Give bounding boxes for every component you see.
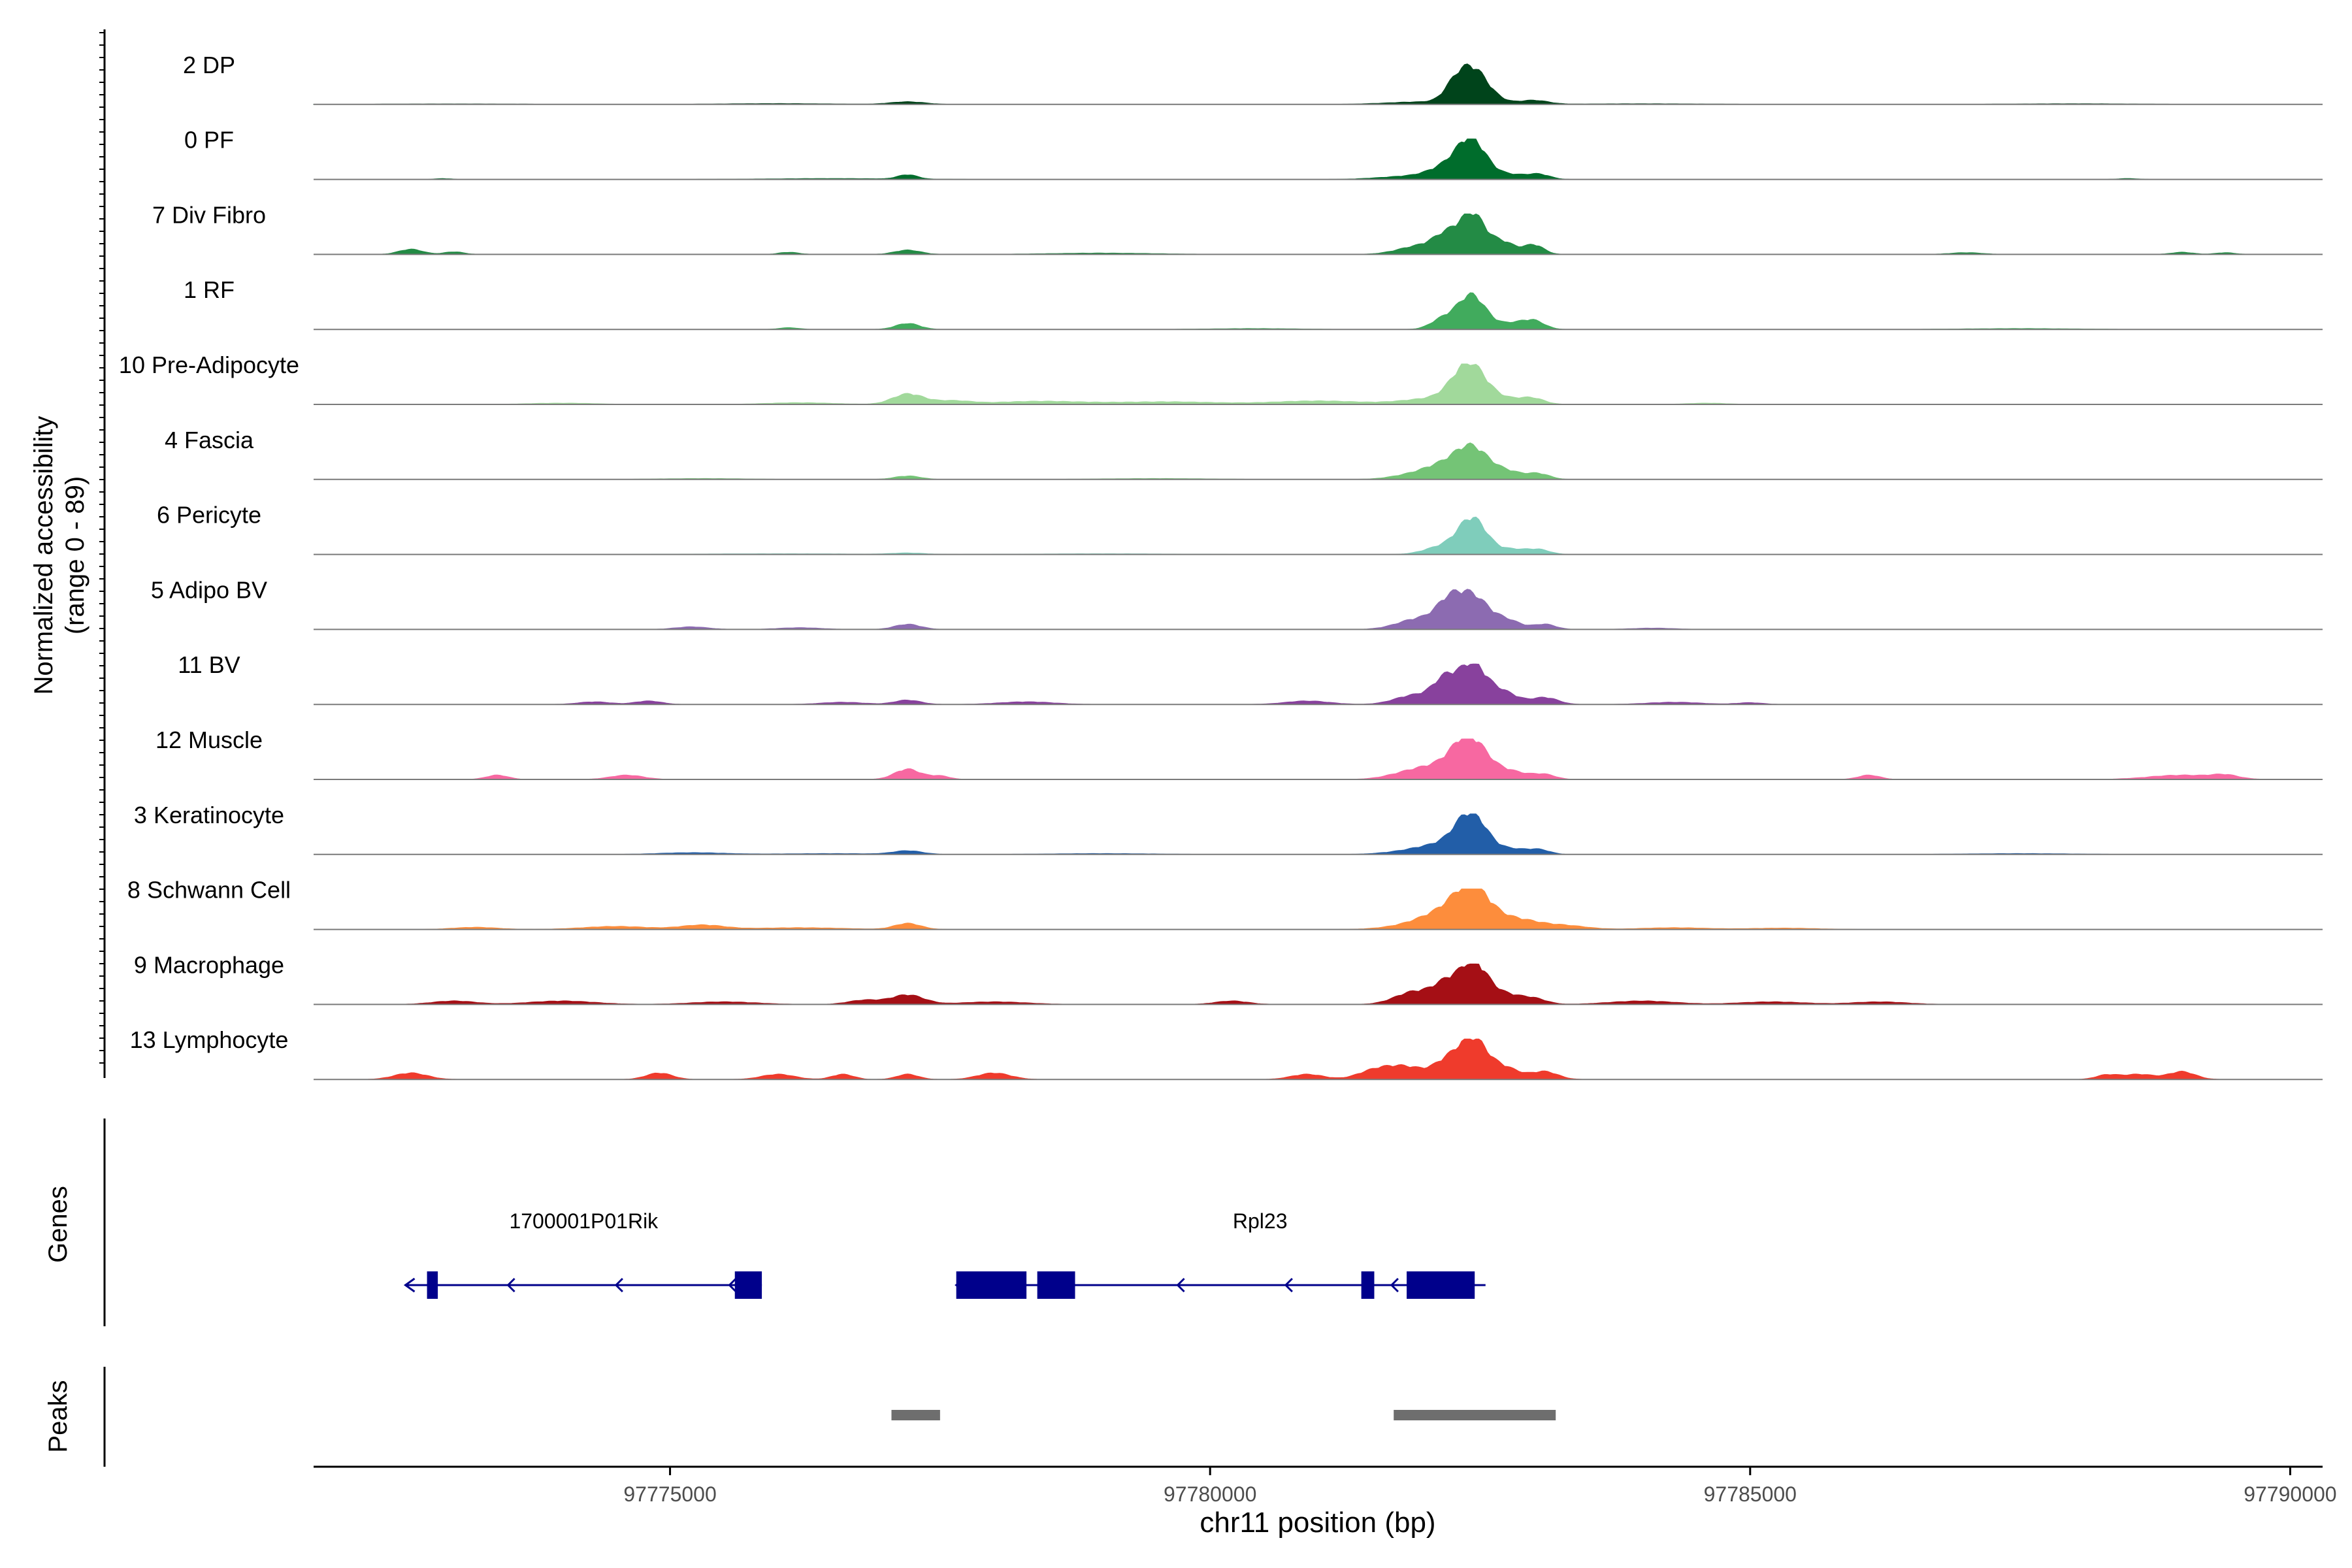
track-12-muscle: 12 Muscle bbox=[155, 727, 2323, 780]
track-label: 5 Adipo BV bbox=[151, 576, 267, 603]
track-label: 6 Pericyte bbox=[157, 502, 261, 529]
x-tick-label: 97790000 bbox=[2244, 1482, 2336, 1506]
coverage-y-ticks bbox=[99, 32, 105, 1064]
track-8-schwann-cell: 8 Schwann Cell bbox=[127, 877, 2323, 930]
genes-track: 1700001P01Rik Rpl23 bbox=[403, 1209, 1486, 1299]
exon bbox=[427, 1271, 438, 1299]
track-label: 9 Macrophage bbox=[134, 951, 284, 978]
track-11-bv: 11 BV bbox=[178, 651, 2323, 706]
track-13-lymphocyte: 13 Lymphocyte bbox=[130, 1026, 2323, 1081]
genes-label: Genes bbox=[44, 1186, 73, 1263]
coverage-tracks: 2 DP 0 PF 7 Div Fibro 1 RF 10 Pre-Adipocyte 4… bbox=[119, 52, 2323, 1081]
x-tick-label: 97775000 bbox=[623, 1482, 716, 1506]
track-5-adipo-bv: 5 Adipo BV bbox=[151, 576, 2323, 630]
y-axis-range-label: (range 0 - 89) bbox=[61, 476, 90, 634]
track-0-pf: 0 PF bbox=[184, 127, 2323, 180]
track-4-fascia: 4 Fascia bbox=[165, 427, 2323, 480]
strand-arrow bbox=[1176, 1277, 1185, 1293]
exon bbox=[734, 1271, 762, 1299]
track-label: 4 Fascia bbox=[165, 427, 254, 453]
strand-arrow bbox=[403, 1277, 416, 1293]
track-1-rf: 1 RF bbox=[184, 276, 2323, 331]
track-label: 0 PF bbox=[184, 127, 234, 154]
exon bbox=[1037, 1271, 1075, 1299]
peaks-track bbox=[891, 1410, 1556, 1420]
gene-label: 1700001P01Rik bbox=[509, 1209, 659, 1233]
track-label: 1 RF bbox=[184, 276, 235, 303]
x-tick-label: 97780000 bbox=[1164, 1482, 1256, 1506]
track-label: 12 Muscle bbox=[155, 727, 263, 753]
x-axis-ticks: 97775000 97780000 97785000 97790000 bbox=[623, 1467, 2337, 1506]
exon bbox=[1407, 1271, 1475, 1299]
peak-region bbox=[1394, 1410, 1556, 1420]
track-label: 10 Pre-Adipocyte bbox=[119, 351, 299, 378]
track-label: 7 Div Fibro bbox=[152, 201, 266, 228]
track-3-keratinocyte: 3 Keratinocyte bbox=[134, 802, 2323, 855]
peak-region bbox=[891, 1410, 940, 1420]
exon bbox=[1361, 1271, 1375, 1299]
exon bbox=[956, 1271, 1027, 1299]
peaks-label: Peaks bbox=[44, 1380, 73, 1452]
track-6-pericyte: 6 Pericyte bbox=[157, 502, 2323, 555]
track-2-dp: 2 DP bbox=[183, 52, 2323, 105]
x-tick-label: 97785000 bbox=[1704, 1482, 1797, 1506]
strand-arrow bbox=[614, 1277, 623, 1293]
track-label: 11 BV bbox=[178, 651, 240, 678]
strand-arrow bbox=[1390, 1277, 1399, 1293]
gene-1700001p01rik: 1700001P01Rik bbox=[403, 1209, 762, 1299]
track-10-pre-adipocyte: 10 Pre-Adipocyte bbox=[119, 351, 2323, 405]
strand-arrow bbox=[1284, 1277, 1293, 1293]
track-label: 8 Schwann Cell bbox=[127, 877, 291, 904]
gene-rpl23: Rpl23 bbox=[955, 1209, 1486, 1299]
strand-arrow bbox=[728, 1277, 737, 1293]
x-axis-label: chr11 position (bp) bbox=[1200, 1507, 1435, 1539]
strand-arrow bbox=[506, 1277, 515, 1293]
track-9-macrophage: 9 Macrophage bbox=[134, 951, 2323, 1005]
track-7-div-fibro: 7 Div Fibro bbox=[152, 201, 2323, 255]
y-axis-label: Normalized accessibility bbox=[29, 416, 58, 695]
track-label: 3 Keratinocyte bbox=[134, 802, 284, 828]
track-label: 2 DP bbox=[183, 52, 235, 78]
track-label: 13 Lymphocyte bbox=[130, 1026, 289, 1053]
gene-label: Rpl23 bbox=[1233, 1209, 1288, 1233]
